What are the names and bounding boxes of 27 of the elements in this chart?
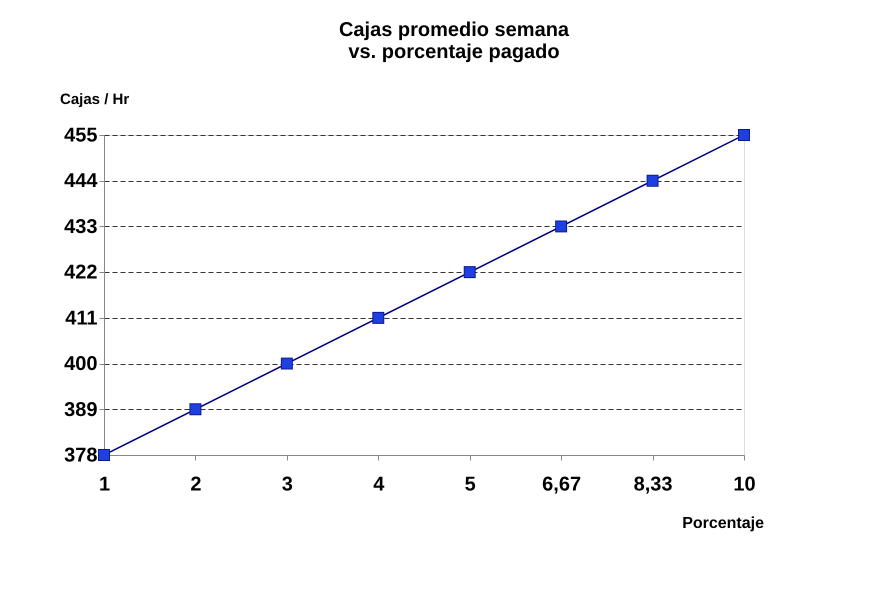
point	[646, 174, 659, 187]
y-tick-label: 378	[64, 444, 98, 466]
y-tick-label: 400	[64, 353, 98, 376]
chart-title: Cajas promedio semana vs. porcentaje pagado	[338, 19, 570, 63]
x-tick-label: 3	[282, 474, 293, 496]
x-tick-label: 2	[190, 474, 202, 496]
y-tick-label: 411	[65, 307, 98, 330]
x-tick-label: 4	[373, 474, 386, 496]
point	[189, 403, 202, 416]
y-tick-label: 389	[64, 398, 98, 421]
x-tick-label: 1	[98, 474, 110, 496]
point	[464, 266, 476, 278]
x-axis-title: Porcentaje	[682, 515, 764, 532]
y-axis-title: Cajas / Hr	[60, 91, 130, 108]
x-tick-label: 6,67	[542, 474, 582, 496]
y-tick-label: 433	[64, 216, 98, 238]
point	[738, 129, 750, 141]
point	[280, 358, 293, 370]
x-tick-label: 5	[464, 474, 476, 496]
y-tick-label: 422	[64, 262, 98, 284]
point	[98, 449, 110, 461]
point	[372, 312, 384, 324]
x-tick-label: 10	[733, 474, 756, 496]
point	[555, 220, 568, 232]
x-tick-label: 8,33	[634, 474, 673, 496]
y-tick-label: 444	[64, 170, 98, 192]
y-tick-label: 455	[64, 124, 98, 146]
